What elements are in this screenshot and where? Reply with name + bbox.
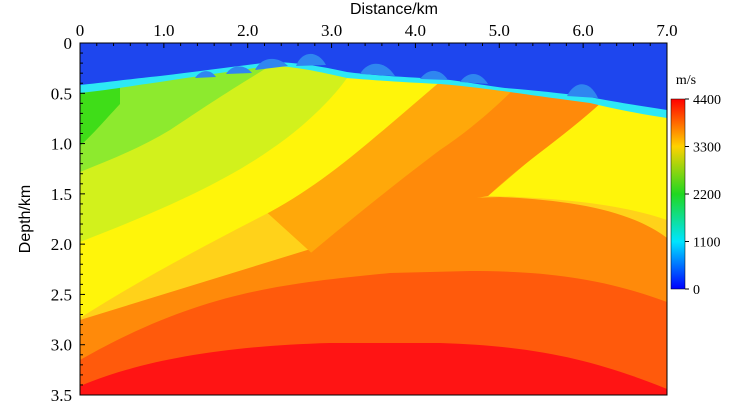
colorbar-tick-label: 0 xyxy=(693,283,700,298)
y-tick-label: 2.5 xyxy=(51,285,72,304)
velocity-section xyxy=(80,43,667,395)
y-axis-ticks: 0 0.5 1.0 1.5 2.0 2.5 3.0 3.5 xyxy=(51,34,85,405)
y-tick-label: 1.0 xyxy=(51,135,72,154)
x-tick-label: 4.0 xyxy=(405,21,426,40)
colorbar-tick-label: 4400 xyxy=(693,93,721,108)
y-tick-label: 0.5 xyxy=(51,84,72,103)
colorbar-gradient xyxy=(670,98,686,290)
colorbar-ticks: 4400 3300 2200 1100 0 xyxy=(685,93,721,298)
y-tick-label: 0 xyxy=(64,34,73,53)
y-tick-label: 3.5 xyxy=(51,386,72,405)
x-tick-label: 3.0 xyxy=(321,21,342,40)
x-tick-label: 7.0 xyxy=(656,21,677,40)
x-tick-label: 6.0 xyxy=(573,21,594,40)
colorbar-tick-label: 3300 xyxy=(693,141,721,156)
x-tick-label: 2.0 xyxy=(237,21,258,40)
y-tick-label: 2.0 xyxy=(51,235,72,254)
y-tick-label: 1.5 xyxy=(51,185,72,204)
colorbar-tick-label: 1100 xyxy=(693,236,720,251)
x-axis-title: Distance/km xyxy=(350,1,438,18)
x-tick-label: 5.0 xyxy=(489,21,510,40)
layer-dipping-band xyxy=(300,88,602,262)
colorbar: m/s 4400 3300 2200 1100 0 xyxy=(670,73,721,298)
x-tick-label: 1.0 xyxy=(153,21,174,40)
seafloor-bumps xyxy=(195,53,598,98)
plot-frame xyxy=(79,42,668,396)
x-axis-ticks: 0 1.0 2.0 3.0 4.0 5.0 6.0 7.0 xyxy=(76,21,678,48)
layer-water xyxy=(80,43,667,110)
layer-yellow-right xyxy=(488,100,667,220)
y-tick-label: 3.0 xyxy=(51,336,72,355)
colorbar-tick-label: 2200 xyxy=(693,188,721,203)
colorbar-title: m/s xyxy=(676,73,696,88)
y-axis-title: Depth/km xyxy=(17,185,34,253)
x-tick-label: 0 xyxy=(76,21,85,40)
